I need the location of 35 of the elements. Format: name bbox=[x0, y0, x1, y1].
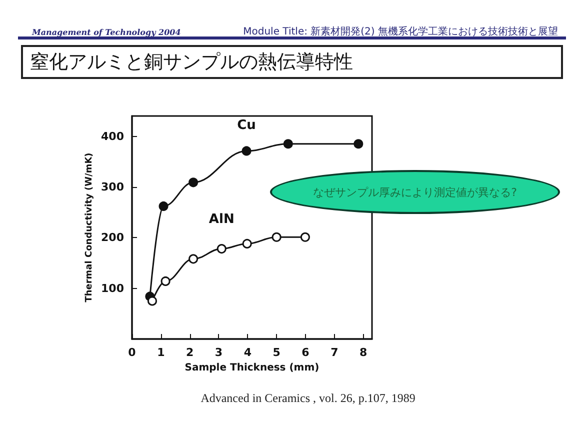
x-tick-label: 1 bbox=[157, 346, 165, 359]
x-tick-label: 3 bbox=[214, 346, 223, 359]
text: Advanced in Ceramics , vol. 26, p.107, 1989 bbox=[200, 391, 416, 405]
text: Management of Technology 2004 bbox=[31, 27, 182, 37]
point bbox=[354, 139, 364, 149]
point bbox=[188, 178, 198, 188]
y-axis-title: Thermal Conductivity (W/mK) bbox=[84, 152, 94, 302]
x-tick-label: 8 bbox=[359, 346, 368, 359]
x-tick-label: 2 bbox=[186, 346, 194, 359]
point bbox=[283, 139, 293, 149]
x-tick-label: 6 bbox=[302, 346, 310, 359]
point bbox=[272, 232, 282, 242]
point bbox=[242, 146, 252, 156]
x-tick-label: 4 bbox=[244, 346, 252, 359]
text: Module Title: 新素材開発(2) 無機系化学工業における技術技術と展望 bbox=[243, 26, 558, 38]
callout-bubble: なぜサンプル厚みにより測定値が異なる? bbox=[270, 170, 560, 214]
point bbox=[158, 201, 168, 211]
point bbox=[216, 244, 226, 254]
series-label: Cu bbox=[237, 118, 256, 134]
y-tick-label: 300 bbox=[101, 180, 124, 194]
series-label: AlN bbox=[208, 212, 234, 228]
y-tick-label: 200 bbox=[101, 231, 124, 244]
annotation: なぜサンプル厚みにより測定値が異なる? bbox=[313, 184, 517, 200]
point bbox=[300, 232, 310, 242]
x-tick-label: 5 bbox=[272, 346, 280, 359]
y-tick-label: 100 bbox=[101, 282, 124, 295]
point bbox=[188, 254, 198, 264]
x-tick-label: 7 bbox=[330, 346, 338, 359]
x-tick-label: 0 bbox=[128, 346, 136, 359]
point bbox=[148, 296, 157, 306]
point bbox=[242, 238, 252, 248]
chart-title: 窒化アルミと銅サンプルの熱伝導特性 bbox=[30, 51, 353, 73]
point bbox=[160, 276, 170, 286]
y-tick-label: 400 bbox=[101, 130, 124, 143]
x-axis-title: Sample Thickness (mm) bbox=[184, 362, 320, 374]
